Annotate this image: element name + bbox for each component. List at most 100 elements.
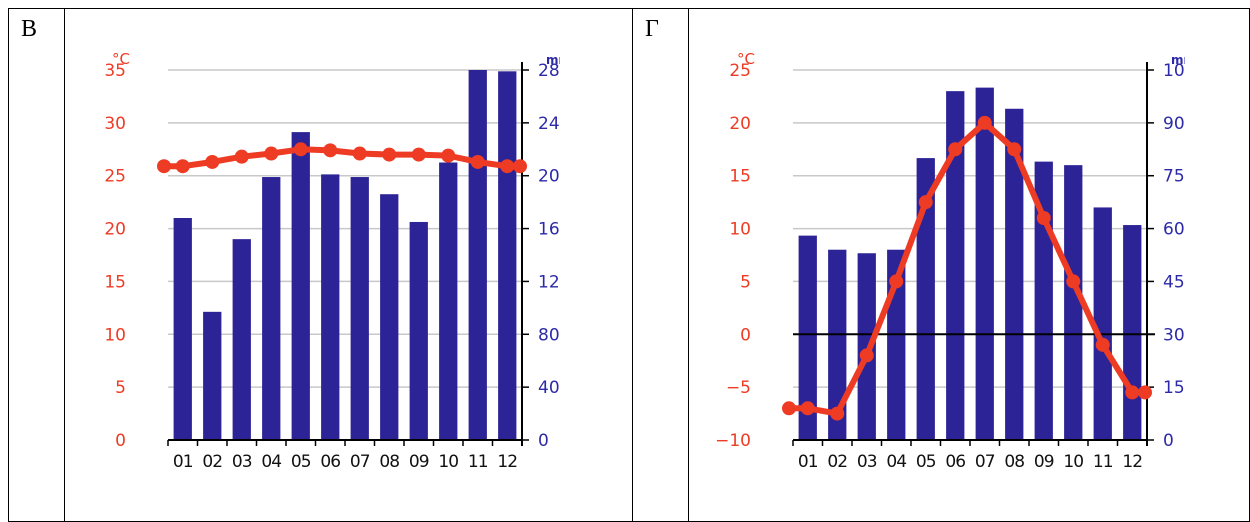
month-label: 10: [1063, 452, 1083, 472]
right-tick-label: 0: [538, 431, 549, 451]
temperature-point: [205, 154, 220, 169]
right-tick-label: 80: [538, 325, 560, 345]
month-label: 08: [1004, 452, 1024, 472]
temperature-point: [1036, 211, 1051, 225]
left-tick-label: 25: [104, 167, 126, 187]
month-label: 06: [320, 452, 340, 472]
left-tick-label: −5: [726, 378, 751, 398]
temperature-point: [513, 159, 527, 174]
left-tick-label: 5: [115, 378, 126, 398]
temperature-point: [830, 406, 845, 421]
temperature-point: [782, 401, 796, 416]
month-label: 02: [202, 452, 222, 472]
month-label: 08: [379, 452, 399, 472]
left-unit-label: °C: [737, 50, 755, 68]
month-label: 07: [350, 452, 370, 472]
right-tick-label: 15: [1163, 378, 1185, 398]
right-tick-label: 40: [538, 378, 560, 398]
temperature-line: [786, 119, 1148, 417]
month-label: 07: [975, 452, 995, 472]
left-tick-label: 0: [115, 431, 126, 451]
temperature-point: [234, 149, 249, 164]
precip-bar: [321, 174, 340, 440]
right-tick-label: 120: [538, 272, 560, 292]
precip-bar: [946, 91, 965, 440]
precip-bar: [828, 249, 847, 440]
month-label: 03: [232, 452, 252, 472]
right-tick-label: 200: [538, 167, 560, 187]
month-label: 01: [173, 452, 193, 472]
label-column-divider-1: [64, 8, 65, 522]
right-tick-label: 105: [1163, 61, 1185, 81]
month-label: 03: [857, 452, 877, 472]
temperature-point: [918, 195, 933, 210]
precip-bar: [1093, 207, 1112, 440]
left-tick-label: 15: [729, 167, 751, 187]
left-tick-label: 10: [104, 325, 126, 345]
left-tick-label: 35: [104, 61, 126, 81]
precip-bar: [173, 218, 192, 440]
temperature-point: [500, 159, 515, 174]
month-label: 02: [827, 452, 847, 472]
temperature-point: [470, 154, 485, 169]
precip-bar: [468, 70, 487, 440]
left-tick-label: 20: [729, 114, 751, 134]
right-tick-label: 240: [538, 114, 560, 134]
climate-chart-v: 0510152025303504080120160200240280°Cmm01…: [104, 50, 560, 472]
precip-bar: [291, 132, 310, 440]
month-label: 06: [945, 452, 965, 472]
left-tick-label: 5: [740, 272, 751, 292]
table-border-top: [8, 8, 1250, 9]
temperature-point: [889, 274, 904, 289]
temperature-point: [441, 148, 456, 163]
right-tick-label: 60: [1163, 220, 1185, 240]
right-tick-label: 280: [538, 61, 560, 81]
temperature-point: [382, 147, 397, 162]
precip-bar: [975, 87, 994, 440]
temperature-point: [977, 115, 992, 130]
month-label: 05: [291, 452, 311, 472]
temperature-point: [411, 147, 426, 162]
precip-bar: [262, 177, 281, 441]
cell-divider: [632, 8, 633, 522]
cell-label-g: Г: [645, 16, 659, 42]
month-label: 04: [261, 452, 281, 472]
temperature-point: [948, 142, 963, 157]
precip-bar: [380, 194, 399, 440]
temperature-point: [264, 146, 279, 161]
precip-bar: [439, 162, 458, 440]
right-unit-label: mm: [1171, 53, 1185, 67]
precip-bar: [798, 235, 817, 440]
cell-label-v: В: [21, 16, 38, 42]
temperature-point: [1007, 142, 1022, 157]
temperature-point: [323, 143, 338, 158]
temperature-point: [352, 146, 367, 161]
right-tick-label: 160: [538, 220, 560, 240]
left-tick-label: 0: [740, 325, 751, 345]
month-label: 04: [886, 452, 906, 472]
temperature-point: [293, 142, 308, 157]
precip-bar: [857, 253, 876, 440]
right-tick-label: 0: [1163, 431, 1174, 451]
temperature-point: [1095, 337, 1110, 352]
left-tick-label: −10: [715, 431, 751, 451]
month-label: 09: [409, 452, 429, 472]
temperature-point: [1125, 385, 1140, 400]
climate-chart-g: −10−505101520250153045607590105°Cmm01020…: [715, 50, 1185, 472]
right-tick-label: 75: [1163, 167, 1185, 187]
temperature-point: [800, 401, 815, 416]
precip-bar: [1123, 225, 1142, 440]
right-tick-label: 90: [1163, 114, 1185, 134]
left-tick-label: 25: [729, 61, 751, 81]
month-label: 01: [798, 452, 818, 472]
precip-bar: [1005, 108, 1024, 440]
left-tick-label: 15: [104, 272, 126, 292]
precip-bar: [916, 158, 935, 440]
precip-bar: [1064, 165, 1083, 440]
precip-bar: [409, 221, 428, 440]
left-tick-label: 20: [104, 220, 126, 240]
month-label: 11: [1093, 452, 1113, 472]
right-tick-label: 30: [1163, 325, 1185, 345]
temperature-point: [859, 348, 874, 363]
